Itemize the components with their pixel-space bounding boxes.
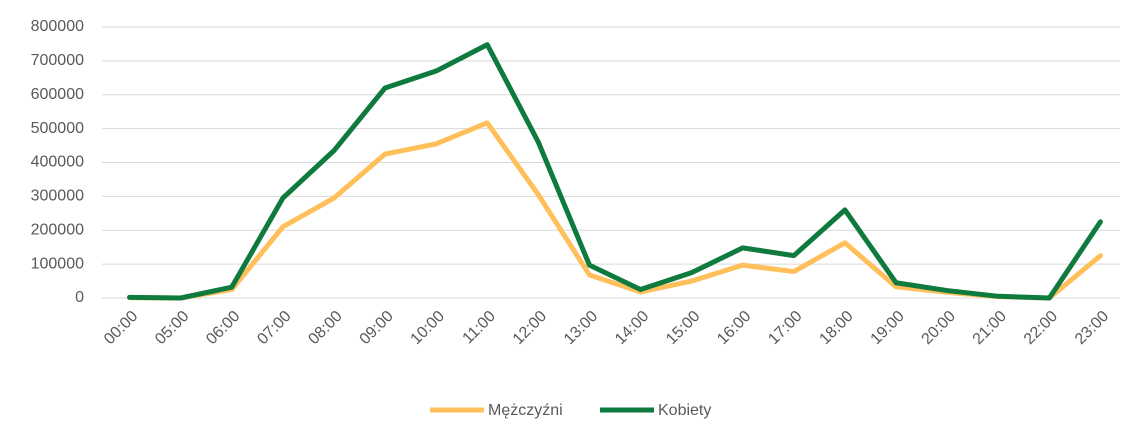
x-tick-label: 08:00 — [305, 308, 345, 348]
y-tick-label: 200000 — [31, 221, 84, 238]
y-tick-label: 500000 — [31, 120, 84, 137]
x-tick-label: 05:00 — [152, 308, 192, 348]
x-tick-label: 19:00 — [868, 308, 908, 348]
y-tick-label: 700000 — [31, 52, 84, 69]
legend-label: Kobiety — [658, 402, 711, 419]
x-tick-label: 17:00 — [765, 308, 805, 348]
x-tick-label: 18:00 — [816, 308, 856, 348]
x-tick-label: 12:00 — [510, 308, 550, 348]
y-tick-label: 600000 — [31, 86, 84, 103]
x-tick-label: 07:00 — [254, 308, 294, 348]
x-tick-label: 22:00 — [1021, 308, 1061, 348]
x-tick-label: 00:00 — [101, 308, 141, 348]
x-tick-label: 06:00 — [203, 308, 243, 348]
x-tick-label: 09:00 — [357, 308, 397, 348]
x-tick-label: 23:00 — [1072, 308, 1112, 348]
y-tick-label: 400000 — [31, 154, 84, 171]
legend-label: Mężczyźni — [488, 402, 563, 419]
x-tick-label: 11:00 — [460, 308, 500, 348]
x-tick-label: 20:00 — [919, 308, 959, 348]
x-tick-label: 16:00 — [714, 308, 754, 348]
x-tick-label: 15:00 — [663, 308, 703, 348]
x-tick-label: 21:00 — [970, 308, 1010, 348]
y-tick-label: 100000 — [31, 255, 84, 272]
x-tick-label: 14:00 — [612, 308, 652, 348]
y-tick-label: 0 — [75, 289, 84, 306]
y-tick-label: 300000 — [31, 188, 84, 205]
x-tick-label: 10:00 — [408, 308, 448, 348]
y-tick-label: 800000 — [31, 18, 84, 35]
line-series — [127, 42, 1103, 301]
x-tick-label: 13:00 — [561, 308, 601, 348]
